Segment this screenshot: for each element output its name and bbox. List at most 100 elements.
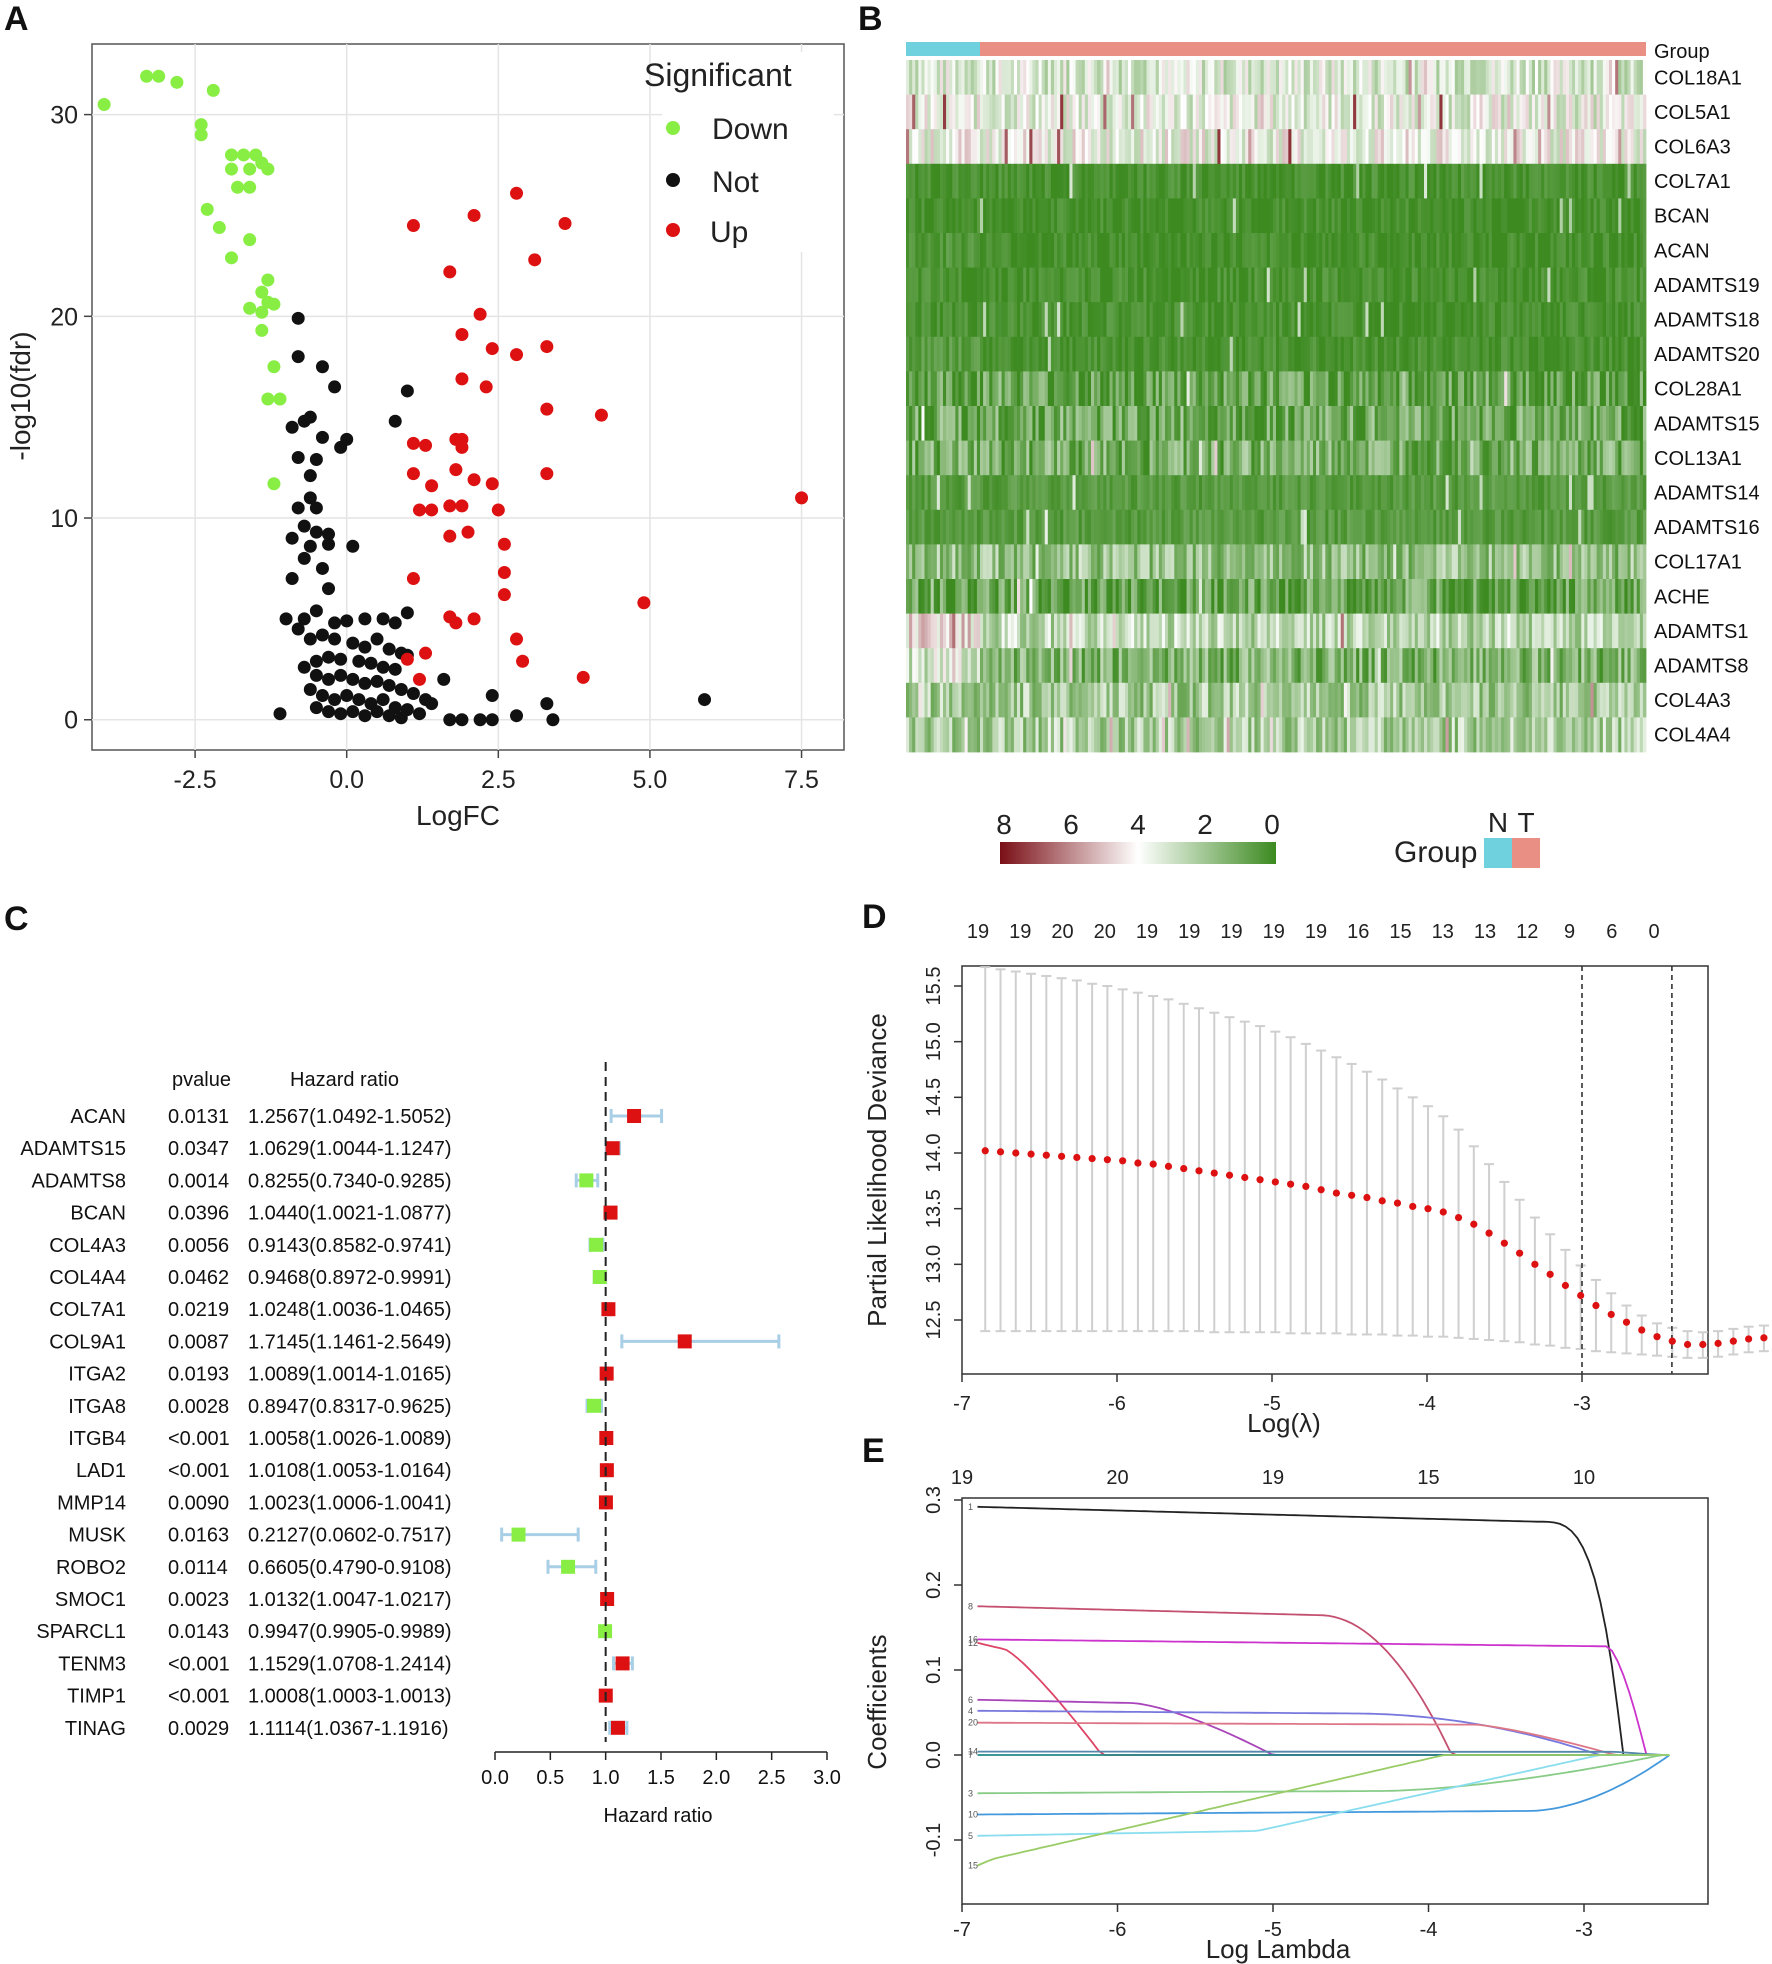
heatmap-cell (1146, 233, 1150, 268)
heatmap-cell (1420, 267, 1425, 303)
heatmap-cell (1112, 544, 1117, 580)
heatmap-cell (1470, 198, 1474, 234)
heatmap-cell (1069, 371, 1073, 407)
heatmap-cell (1439, 682, 1443, 718)
heatmap-cell (1192, 613, 1197, 649)
heatmap-cell (1115, 267, 1120, 303)
heatmap-cell (1476, 406, 1480, 441)
heatmap-cell (1038, 475, 1043, 511)
heatmap-cell (1550, 129, 1554, 165)
heatmap-cell (1223, 717, 1228, 753)
heatmap-cell (1121, 579, 1126, 614)
heatmap-cell (1276, 163, 1280, 199)
heatmap-cell (1340, 233, 1345, 268)
heatmap-cell (998, 440, 1002, 476)
heatmap-cell (1371, 717, 1376, 753)
heatmap-cell (1032, 371, 1036, 407)
heatmap-cell (1417, 233, 1422, 268)
heatmap-cell (1346, 302, 1351, 338)
heatmap-cell (1248, 579, 1252, 614)
heatmap-cell (1538, 233, 1542, 268)
heatmap-cell (1516, 336, 1520, 372)
heatmap-cell (1202, 129, 1206, 165)
heatmap-cell (1436, 717, 1440, 753)
heatmap-cell (1168, 60, 1172, 95)
heatmap-cell (1223, 509, 1228, 545)
heatmap-cell (943, 302, 947, 338)
heatmap-cell (1137, 509, 1141, 545)
heatmap-cell (1470, 163, 1474, 199)
heatmap-cell (1377, 544, 1382, 580)
heatmap-cell (1300, 267, 1305, 303)
heatmap-cell (1562, 509, 1567, 545)
heatmap-cell (1103, 648, 1107, 684)
heatmap-cell (1630, 371, 1635, 407)
heatmap-cell (1396, 198, 1400, 234)
heatmap-cell (1507, 163, 1511, 199)
heatmap-cell (1069, 475, 1073, 511)
heatmap-cell (1374, 579, 1379, 614)
heatmap-cell (1205, 440, 1209, 476)
heatmap-cell (1300, 509, 1305, 545)
heatmap-cell (1464, 198, 1468, 234)
heatmap-cell (946, 648, 950, 684)
heatmap-cell (1174, 94, 1178, 130)
heatmap-cell (1121, 440, 1126, 476)
heatmap-cell (1365, 94, 1369, 130)
heatmap-cell (1288, 233, 1292, 268)
heatmap-cell (1605, 302, 1610, 338)
heatmap-cell (1066, 440, 1070, 476)
heatmap-cell (1044, 60, 1049, 95)
heatmap-cell (1245, 336, 1249, 372)
heatmap-cell (1390, 717, 1394, 753)
heatmap-cell (1479, 336, 1483, 372)
heatmap-cell (1177, 94, 1181, 130)
heatmap-cell (1630, 94, 1635, 130)
heatmap-cell (1054, 579, 1058, 614)
heatmap-cell (1485, 302, 1490, 338)
heatmap-cell (1306, 579, 1311, 614)
heatmap-cell (1106, 336, 1110, 372)
heatmap-cell (1584, 94, 1588, 130)
heatmap-cell (1017, 233, 1021, 268)
heatmap-cell (1636, 440, 1641, 476)
heatmap-cell (1368, 198, 1372, 234)
heatmap-cell (1639, 682, 1644, 718)
heatmap-cell (1251, 198, 1255, 234)
heatmap-cell (1087, 371, 1092, 407)
heatmap-cell (1562, 406, 1567, 441)
heatmap-cell (1470, 682, 1474, 718)
heatmap-cell (1112, 336, 1117, 372)
heatmap-cell (1198, 336, 1203, 372)
heatmap-cell (1232, 509, 1237, 545)
heatmap-cell (1165, 440, 1169, 476)
heatmap-cell (1232, 60, 1237, 95)
heatmap-cell (976, 302, 981, 338)
heatmap-cell (1146, 509, 1150, 545)
heatmap-cell (1155, 198, 1160, 234)
heatmap-cell (1633, 579, 1638, 614)
heatmap-cell (1390, 544, 1394, 580)
heatmap-cell (1220, 163, 1224, 199)
heatmap-cell (1054, 682, 1058, 718)
heatmap-cell (1504, 440, 1508, 476)
heatmap-cell (1279, 60, 1283, 95)
heatmap-cell (943, 475, 947, 511)
heatmap-cell (1165, 302, 1169, 338)
heatmap-cell (1208, 475, 1212, 511)
heatmap-cell (1457, 129, 1462, 165)
volcano-point-not (309, 453, 323, 467)
heatmap-cell (1356, 129, 1360, 165)
heatmap-cell (1319, 267, 1323, 303)
heatmap-cell (1060, 579, 1064, 614)
heatmap-cell (1319, 544, 1323, 580)
heatmap-cell (1257, 233, 1261, 268)
heatmap-cell (1072, 509, 1076, 545)
heatmap-cell (1235, 509, 1240, 545)
heatmap-cell (1134, 475, 1138, 511)
heatmap-cell (1103, 129, 1107, 165)
heatmap-cell (1442, 613, 1446, 649)
heatmap-cell (1152, 682, 1157, 718)
heatmap-cell (946, 302, 950, 338)
heatmap-cell (1624, 233, 1628, 268)
